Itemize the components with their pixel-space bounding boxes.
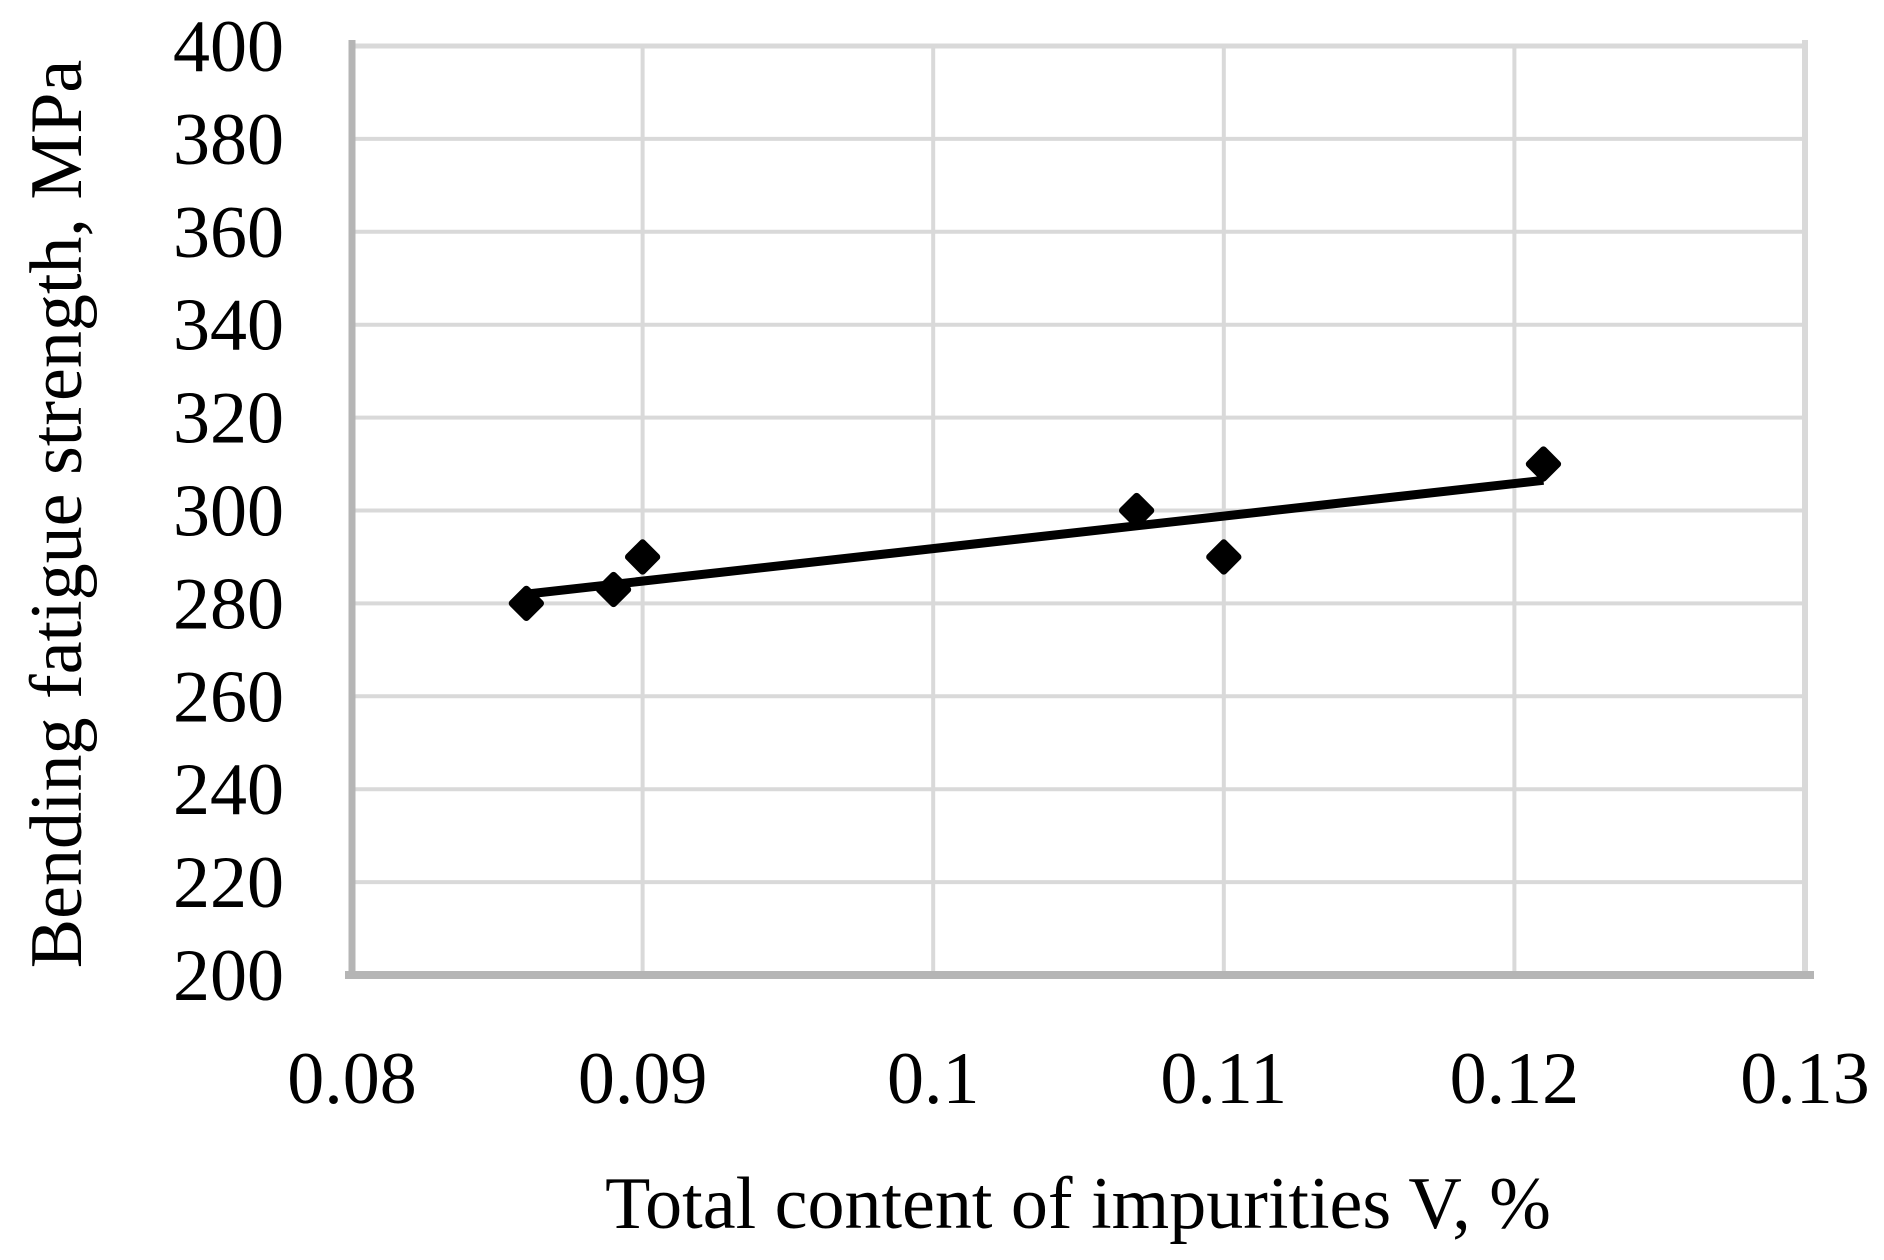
y-tick-label: 260 [173,656,284,738]
x-tick-label: 0.11 [1160,1038,1287,1120]
y-tick-label: 380 [173,99,284,181]
data-point-marker [1118,492,1155,529]
y-tick-label: 200 [173,935,284,1017]
trendline [525,475,1544,599]
data-point-marker [595,571,632,608]
y-tick-label: 300 [173,471,284,553]
data-point-marker [508,585,545,622]
x-tick-label: 0.12 [1450,1038,1580,1120]
y-axis-title: Bending fatigue strength, MPa [16,59,98,969]
y-tick-label: 220 [173,842,284,924]
x-tick-label: 0.13 [1740,1038,1870,1120]
y-tick-label: 400 [173,6,284,88]
x-tick-label: 0.1 [887,1038,980,1120]
y-tick-label: 340 [173,285,284,367]
x-tick-label: 0.08 [287,1038,417,1120]
y-tick-label: 280 [173,563,284,645]
data-point-marker [1525,446,1562,482]
x-tick-label: 0.09 [578,1038,708,1120]
data-point-marker [624,539,661,575]
data-point-marker [1206,539,1242,575]
y-tick-label: 240 [173,749,284,831]
x-axis-title: Total content of impurities V, % [605,1163,1551,1245]
y-tick-label: 320 [173,378,284,460]
y-tick-label: 360 [173,192,284,274]
